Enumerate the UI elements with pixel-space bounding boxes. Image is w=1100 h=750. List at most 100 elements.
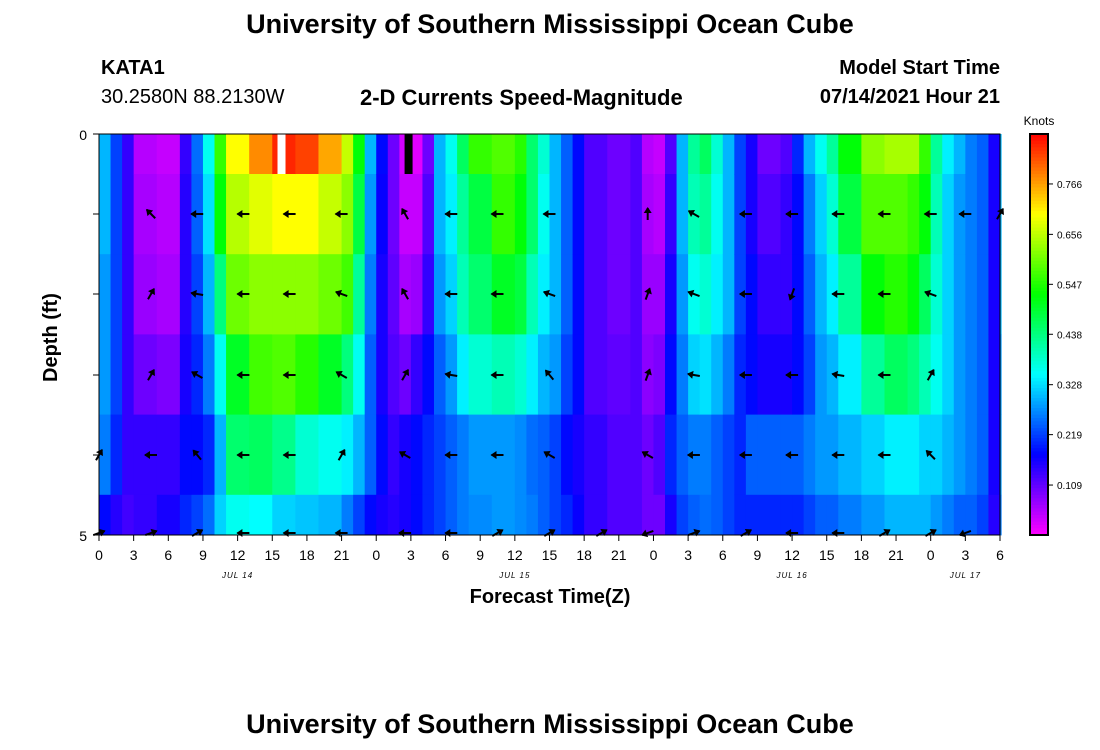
x-tick-label: 9 (476, 547, 484, 563)
current-arrow (787, 288, 796, 301)
heatmap-cell (803, 494, 816, 536)
heatmap-cell (572, 254, 585, 335)
current-arrow (923, 210, 937, 218)
heatmap-cell (884, 334, 909, 415)
heatmap-cell (549, 174, 562, 255)
heatmap-cell (803, 254, 816, 335)
heatmap-cell (549, 414, 562, 496)
heatmap-cell (607, 254, 631, 335)
heatmap-cell (318, 494, 343, 536)
colorbar-gradient (1030, 134, 1048, 536)
heatmap-cell (861, 414, 886, 496)
heatmap-cell (468, 174, 493, 255)
heatmap-cell (757, 414, 782, 496)
heatmap-cell (757, 254, 782, 335)
current-arrow (877, 210, 891, 218)
heatmap-cell (942, 174, 955, 255)
heatmap-cell (630, 174, 643, 255)
heatmap-cell (815, 134, 828, 175)
heatmap-cell (226, 134, 250, 175)
heatmap-cell (976, 414, 990, 496)
heatmap-cell (953, 254, 966, 335)
heatmap-cell (757, 494, 782, 536)
heatmap-cell (249, 334, 273, 415)
heatmap-cell (537, 254, 551, 335)
heatmap-cell (341, 174, 354, 255)
heatmap-cell (99, 134, 112, 175)
chart-title: 2-D Currents Speed-Magnitude (360, 85, 683, 110)
heatmap-cell (838, 494, 862, 536)
heatmap-cell (884, 134, 909, 175)
heatmap-cell (711, 494, 724, 536)
current-arrow (282, 451, 296, 459)
heatmap-cell (988, 334, 1001, 415)
heatmap-cell (514, 134, 527, 175)
x-axis-title: Forecast Time(Z) (469, 586, 631, 608)
heatmap-cell (988, 134, 1001, 175)
heatmap-cell (526, 134, 539, 175)
heatmap-cell (364, 414, 377, 496)
heatmap-cell (1000, 334, 1002, 415)
current-arrow (401, 368, 410, 381)
current-arrow (687, 210, 700, 218)
heatmap-cell (838, 414, 862, 496)
heatmap-cell (919, 134, 932, 175)
x-tick-label: 6 (442, 547, 450, 563)
current-arrow (687, 528, 701, 537)
colorbar-tick-label: 0.109 (1057, 481, 1082, 492)
heatmap-cell (665, 414, 678, 496)
heatmap-cell (965, 254, 978, 335)
heatmap-cell (156, 334, 181, 415)
date-label: JUL 15 (498, 571, 530, 580)
heatmap-cell (711, 414, 724, 496)
heatmap-cell (110, 334, 123, 415)
heatmap-cell (607, 334, 631, 415)
current-arrow (785, 371, 799, 379)
heatmap-cell (572, 494, 585, 536)
heatmap-cell (468, 254, 493, 335)
heatmap-cell (491, 254, 516, 335)
heatmap-cell (422, 134, 435, 175)
heatmap-cell (757, 334, 782, 415)
heatmap-cell (353, 254, 366, 335)
heatmap-cell (387, 254, 400, 335)
heatmap-cell (526, 494, 539, 536)
heatmap-cell (630, 334, 643, 415)
x-tick-label: 12 (230, 547, 246, 563)
heatmap-cell (318, 334, 343, 415)
heatmap-cell (942, 334, 955, 415)
heatmap-cell (122, 414, 135, 496)
heatmap-cell (630, 494, 643, 536)
x-tick-label: 18 (854, 547, 870, 563)
heatmap-cell (792, 334, 805, 415)
heatmap-cell (665, 494, 678, 536)
colorbar-unit: Knots (1024, 114, 1055, 128)
heatmap-cell (133, 134, 158, 175)
heatmap-cell (942, 414, 955, 496)
heatmap-cell (815, 174, 828, 255)
heatmap-cell (376, 174, 389, 255)
heatmap-cell (422, 334, 435, 415)
heatmap-cell (561, 134, 574, 175)
model-start-time: 07/14/2021 Hour 21 (819, 86, 1000, 108)
current-arrow (831, 451, 845, 459)
heatmap-cell (433, 494, 447, 536)
current-arrow (191, 371, 203, 379)
x-tick-label: 15 (542, 547, 558, 563)
heatmap-cell (792, 174, 805, 255)
heatmap-cell (156, 494, 181, 536)
x-tick-label: 15 (264, 547, 280, 563)
heatmap-cell (110, 174, 123, 255)
heatmap-cell (422, 494, 435, 536)
heatmap-cell (99, 494, 112, 536)
heatmap-cell (468, 414, 493, 496)
heatmap-cell (491, 134, 516, 175)
heatmap-cell (826, 134, 839, 175)
heatmap-cell (665, 134, 678, 175)
heatmap-cell (410, 494, 424, 536)
current-arrow (236, 451, 250, 459)
heatmap-cell (745, 494, 759, 536)
heatmap-cell (387, 134, 400, 175)
heatmap-cell (907, 334, 920, 415)
